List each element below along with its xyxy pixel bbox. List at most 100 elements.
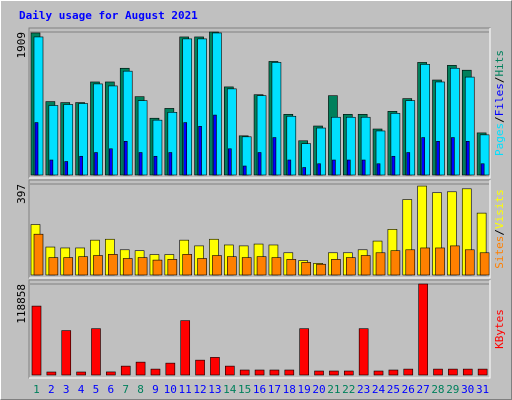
- bar: [152, 119, 163, 176]
- x-tick-label: 6: [107, 383, 114, 396]
- bar: [477, 368, 488, 376]
- bar: [329, 370, 339, 376]
- legend-entry: Sites: [493, 236, 506, 269]
- bar: [137, 100, 148, 176]
- legend-entry: Hits: [493, 50, 506, 77]
- bar: [138, 152, 143, 176]
- bar: [123, 140, 128, 176]
- bar: [153, 155, 158, 176]
- x-tick-label: 25: [387, 383, 400, 396]
- panel: [28, 279, 491, 379]
- bar: [183, 122, 188, 176]
- bar: [165, 362, 176, 376]
- bar: [271, 257, 282, 276]
- y-tick-label: 397: [15, 184, 28, 204]
- bar: [465, 140, 470, 176]
- bar: [420, 64, 430, 176]
- bar: [227, 256, 237, 276]
- bar: [418, 283, 428, 376]
- bar: [301, 143, 311, 176]
- x-tick-label: 11: [179, 383, 192, 396]
- bar: [405, 100, 416, 176]
- bar: [227, 88, 237, 176]
- bar: [301, 262, 311, 276]
- bar: [239, 369, 250, 376]
- bar: [212, 32, 222, 176]
- bar: [63, 257, 74, 276]
- x-tick-label: 30: [461, 383, 474, 396]
- bar: [479, 134, 490, 176]
- bar: [448, 368, 458, 376]
- bar: [316, 263, 326, 276]
- bar: [299, 328, 309, 376]
- bar: [180, 320, 191, 376]
- bar: [182, 254, 193, 276]
- bar: [462, 368, 473, 376]
- x-tick-label: 18: [283, 383, 296, 396]
- bar: [108, 254, 118, 276]
- legend: Sites/Visits: [493, 189, 506, 269]
- x-tick-label: 16: [253, 383, 266, 396]
- bar: [332, 159, 336, 176]
- bar: [272, 137, 277, 176]
- x-tick-label: 5: [93, 383, 100, 396]
- bar: [79, 155, 83, 176]
- legend-entry: Files: [493, 83, 506, 116]
- x-tick-label: 13: [208, 383, 221, 396]
- bar: [390, 250, 401, 276]
- panel-highlight: [29, 180, 491, 279]
- x-tick-label: 9: [152, 383, 159, 396]
- x-tick-label: 19: [297, 383, 310, 396]
- bar: [388, 369, 399, 376]
- bar: [109, 148, 113, 176]
- bar: [197, 258, 207, 276]
- bar: [345, 257, 356, 276]
- x-tick-label: 26: [402, 383, 415, 396]
- bar: [464, 76, 475, 176]
- bar: [403, 368, 414, 376]
- bar: [479, 252, 490, 276]
- x-tick-label: 15: [238, 383, 251, 396]
- bar: [48, 105, 59, 176]
- y-tick-label: 118858: [15, 284, 28, 324]
- bar: [254, 369, 265, 376]
- bar: [46, 371, 57, 376]
- bar: [316, 127, 326, 176]
- bar: [450, 245, 460, 276]
- bar: [360, 255, 371, 276]
- bar: [343, 370, 354, 376]
- x-tick-label: 17: [268, 383, 281, 396]
- bar: [286, 259, 297, 276]
- bar: [358, 328, 369, 376]
- bar: [361, 159, 366, 176]
- bar: [373, 370, 384, 376]
- bar: [135, 361, 146, 376]
- bar: [375, 252, 386, 276]
- bar: [225, 365, 235, 376]
- bar: [346, 159, 351, 176]
- bar: [435, 247, 445, 276]
- x-tick-label: 2: [48, 383, 55, 396]
- bar: [76, 371, 86, 376]
- bar: [150, 368, 161, 376]
- bar: [314, 370, 324, 376]
- bar: [167, 112, 178, 176]
- bar: [49, 159, 54, 176]
- bar: [120, 365, 131, 376]
- bar: [93, 83, 103, 176]
- bar: [420, 247, 430, 276]
- bar: [257, 152, 262, 176]
- x-tick-label: 1: [33, 383, 40, 396]
- bar: [33, 233, 44, 276]
- bar: [435, 81, 445, 176]
- bar: [33, 36, 44, 176]
- x-tick-label: 28: [431, 383, 444, 396]
- x-tick-label: 3: [63, 383, 70, 396]
- bar: [34, 122, 39, 176]
- x-tick-label: 4: [78, 383, 85, 396]
- bar: [167, 259, 178, 276]
- bar: [198, 126, 202, 176]
- panel-highlight: [29, 280, 491, 379]
- y-tick-label: 1909: [15, 32, 28, 59]
